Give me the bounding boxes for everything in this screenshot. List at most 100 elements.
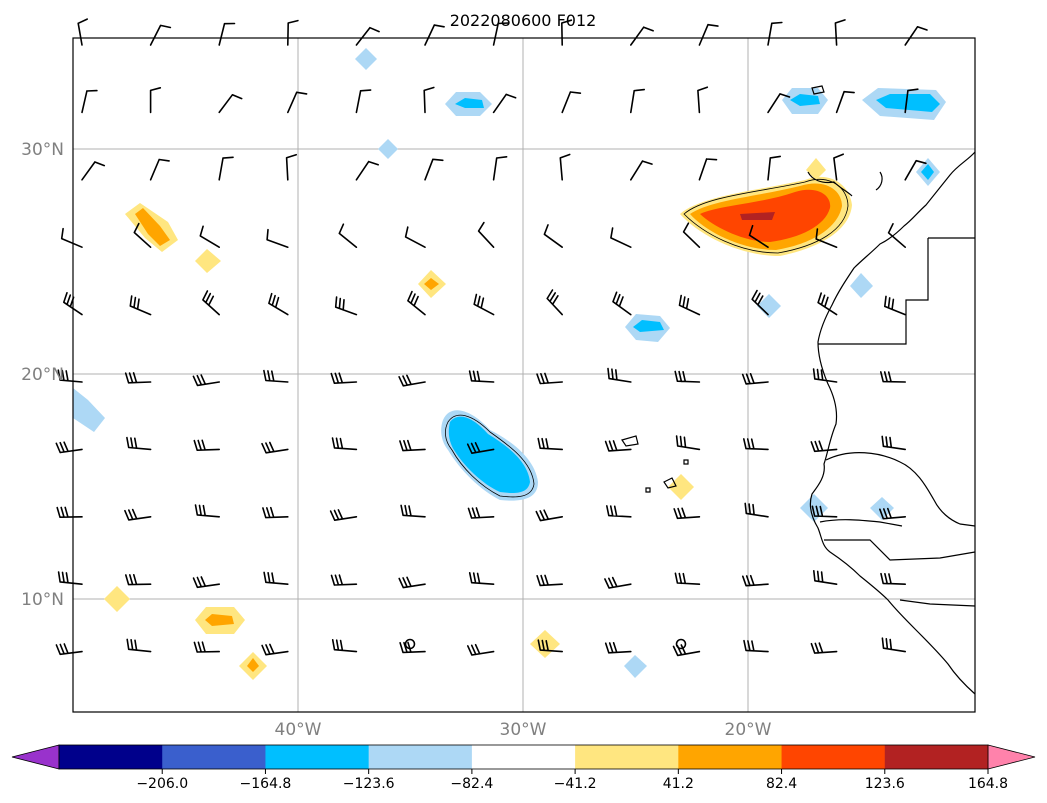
wind-barb [561, 91, 582, 114]
colorbar-segment [265, 745, 370, 769]
wind-barb [561, 19, 573, 46]
colorbar-segment [884, 745, 989, 769]
wind-barb [398, 576, 426, 589]
wind-barb [630, 26, 654, 46]
wind-barb [407, 290, 426, 316]
wind-barb [904, 159, 927, 181]
wind-barb [767, 155, 781, 181]
wind-barb [678, 294, 701, 316]
wind-barb [125, 574, 152, 586]
wind-barb [880, 371, 906, 383]
wind-barb [467, 507, 495, 519]
wind-barb [193, 439, 220, 451]
wind-barb [192, 374, 220, 387]
wind-barb [149, 24, 172, 46]
lat-label-30n: 30°N [21, 140, 64, 160]
wind-barb [833, 153, 844, 181]
wind-barb [537, 639, 563, 653]
coastlines [621, 85, 976, 695]
wind-barb [810, 642, 838, 654]
wind-barb [424, 158, 444, 181]
wind-barb [674, 370, 701, 383]
wind-barb [767, 21, 783, 46]
colorbar: −206.0 −164.8 −123.6 −82.4 −41.2 41.2 82.4 123.… [11, 744, 1036, 792]
wind-barb [263, 369, 289, 383]
wind-barb [404, 226, 426, 248]
lon-label-30w: 30°W [500, 720, 547, 740]
wind-barb [767, 93, 791, 114]
wind-barb [682, 222, 701, 248]
wind-barb [477, 221, 495, 248]
wind-barb [287, 19, 299, 46]
wind-barb [57, 369, 83, 383]
wind-barb [355, 89, 372, 114]
latitude-labels: 30°N 20°N 10°N [21, 140, 64, 610]
wind-barb [193, 641, 220, 653]
wind-barb [268, 292, 289, 316]
colorbar-tick-label: −41.2 [554, 776, 597, 792]
wind-barb [612, 291, 632, 316]
colorbar-segment [59, 745, 163, 769]
wind-barb [129, 295, 152, 316]
wind-barb [546, 289, 563, 316]
colorbar-segment [471, 745, 576, 769]
wind-barb [698, 158, 718, 181]
wind-barb [904, 26, 928, 46]
wind-barb [194, 504, 220, 518]
wind-barb [880, 572, 906, 585]
wind-barb [881, 435, 906, 451]
wind-barb [606, 505, 632, 518]
wind-barb [218, 94, 243, 114]
wind-barb [879, 507, 906, 520]
wind-barb [400, 504, 426, 518]
wind-barb [126, 638, 152, 653]
wind-barb [330, 574, 358, 586]
gridlines [73, 38, 975, 712]
wind-barb [285, 153, 297, 181]
wind-barb [698, 23, 719, 46]
wind-barb [81, 161, 106, 181]
wind-barb [604, 440, 632, 452]
wind-barb [124, 508, 152, 521]
wind-barb [604, 576, 632, 589]
wind-barb [355, 26, 380, 46]
wind-barb [55, 441, 83, 454]
wind-barb [813, 570, 838, 585]
wind-barb [466, 442, 495, 454]
wind-barb [743, 438, 769, 451]
wind-barb [604, 642, 632, 654]
wind-barb [884, 295, 906, 316]
wind-barb [468, 370, 495, 383]
longitude-labels: 40°W 30°W 20°W [275, 720, 772, 740]
colorbar-extend-right [987, 744, 1036, 770]
wind-barb [812, 368, 838, 383]
colorbar-tick-label: −206.0 [136, 776, 188, 792]
wind-barb [330, 372, 358, 384]
lat-label-10n: 10°N [21, 590, 64, 610]
wind-barb [492, 156, 508, 181]
map-frame [72, 37, 976, 713]
wind-barb [262, 506, 289, 519]
wind-barbs [55, 18, 928, 657]
lon-label-40w: 40°W [275, 720, 322, 740]
wind-barb [218, 156, 234, 181]
wind-barb [199, 225, 220, 248]
lat-label-20n: 20°N [21, 365, 64, 385]
colorbar-tick-label: −123.6 [343, 776, 395, 792]
wind-barb [467, 643, 495, 656]
wind-barb [904, 88, 919, 114]
colorbar-segment [678, 745, 783, 769]
wind-barb [334, 296, 358, 316]
wind-barb [748, 224, 769, 248]
wind-barb [261, 643, 289, 656]
wind-barb [468, 572, 495, 585]
wind-barb [398, 374, 426, 387]
wind-barb [133, 222, 152, 248]
colorbar-tick-label: −164.8 [240, 776, 292, 792]
wind-barb [697, 86, 709, 114]
wind-barb [630, 88, 645, 114]
wind-barb [607, 367, 632, 383]
wind-barb [834, 19, 846, 46]
wind-barb [817, 292, 838, 316]
wind-barb [399, 439, 426, 452]
